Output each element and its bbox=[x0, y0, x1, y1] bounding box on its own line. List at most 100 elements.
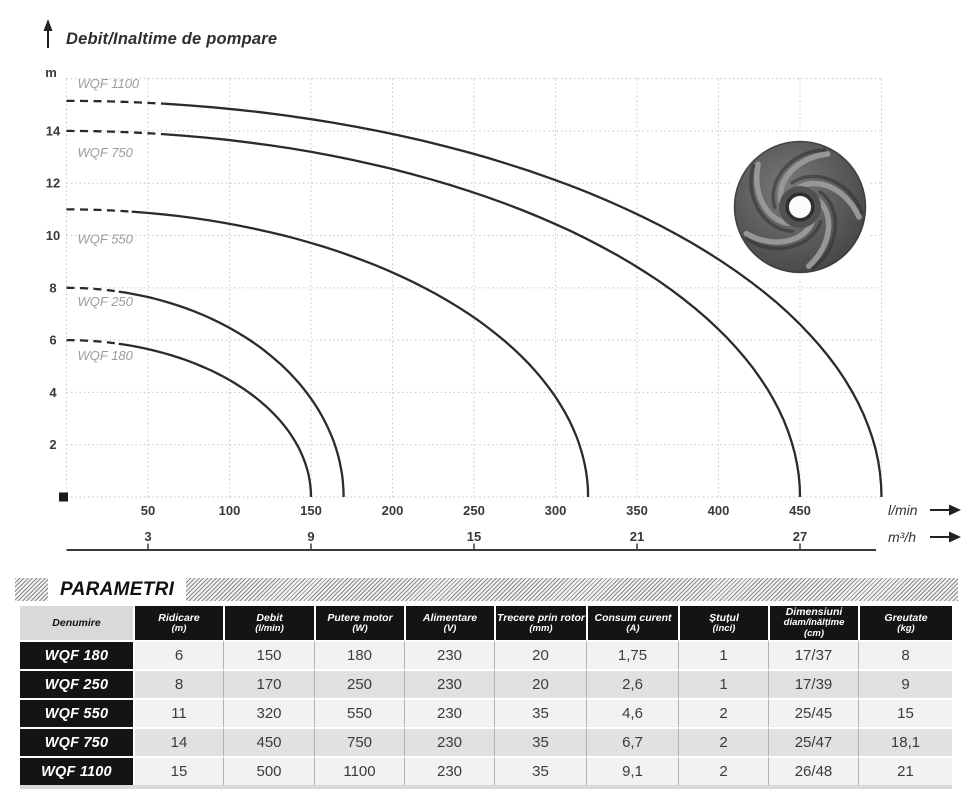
pump-curve-wqf-1100 bbox=[164, 102, 883, 498]
cell-wqf-250-consum-curent: 2,6 bbox=[586, 669, 678, 698]
cell-wqf-750-consum-curent: 6,7 bbox=[586, 727, 678, 756]
cell-wqf-750-dimensiuni: 25/47 bbox=[768, 727, 858, 756]
cell-wqf-1100-alimentare: 230 bbox=[404, 756, 494, 785]
x-tick-label-lmin: 100 bbox=[219, 503, 241, 518]
header-text: Denumire bbox=[52, 616, 101, 629]
header-cell-alimentare: Alimentare (V) bbox=[404, 606, 494, 640]
header-text: (A) bbox=[626, 622, 640, 634]
x-tick-label-lmin: 50 bbox=[141, 503, 155, 518]
y-tick-label: 14 bbox=[46, 123, 61, 138]
x-tick-label-m3h: 15 bbox=[467, 529, 481, 544]
cell-wqf-180-putere-motor: 180 bbox=[314, 640, 404, 669]
cell-wqf-180-alimentare: 230 bbox=[404, 640, 494, 669]
x-tick-label-m3h: 9 bbox=[307, 529, 314, 544]
pump-curve-wqf-550 bbox=[131, 210, 590, 498]
cell-wqf-550-putere-motor: 550 bbox=[314, 698, 404, 727]
cell-wqf-180-ștuțul: 1 bbox=[678, 640, 768, 669]
x-axis-arrow-head-icon bbox=[949, 504, 961, 516]
x-tick-label-lmin: 450 bbox=[789, 503, 811, 518]
x-tick-label-lmin: 400 bbox=[708, 503, 730, 518]
curve-label-wqf-1100: WQF 1100 bbox=[78, 76, 140, 91]
impeller-vane bbox=[749, 161, 795, 233]
row-name-wqf-750: WQF 750 bbox=[20, 727, 133, 756]
header-text: (V) bbox=[443, 622, 457, 634]
cell-wqf-180-greutate: 8 bbox=[858, 640, 952, 669]
header-text: Consum curent bbox=[594, 611, 672, 624]
cell-wqf-180-debit: 150 bbox=[223, 640, 314, 669]
header-cell-putere-motor: Putere motor (W) bbox=[314, 606, 404, 640]
cell-wqf-180-ridicare: 6 bbox=[133, 640, 223, 669]
header-cell-greutate: Greutate (kg) bbox=[858, 606, 952, 640]
cell-wqf-1100-consum-curent: 9,1 bbox=[586, 756, 678, 785]
impeller-photo bbox=[726, 133, 874, 281]
pump-curve-dashed-wqf-1100 bbox=[66, 99, 165, 105]
x-tick-label-m3h: 3 bbox=[144, 529, 151, 544]
cell-wqf-750-putere-motor: 750 bbox=[314, 727, 404, 756]
y-tick-label: 12 bbox=[46, 176, 60, 191]
header-text: Dimensiuni bbox=[785, 606, 843, 619]
cell-wqf-550-ștuțul: 2 bbox=[678, 698, 768, 727]
header-text: Greutate bbox=[884, 611, 928, 624]
cell-wqf-750-debit: 450 bbox=[223, 727, 314, 756]
parametri-section-header: PARAMETRI bbox=[15, 578, 958, 601]
cell-wqf-1100-greutate: 21 bbox=[858, 756, 952, 785]
cell-wqf-180-consum-curent: 1,75 bbox=[586, 640, 678, 669]
pump-curve-dashed-wqf-250 bbox=[66, 286, 119, 293]
x-tick-label-m3h: 21 bbox=[630, 529, 644, 544]
header-text: (m) bbox=[171, 622, 187, 634]
impeller-vane bbox=[771, 148, 831, 209]
impeller-vane bbox=[743, 217, 823, 251]
curve-label-wqf-750: WQF 750 bbox=[78, 145, 134, 160]
row-name-wqf-250: WQF 250 bbox=[20, 669, 133, 698]
cell-wqf-550-alimentare: 230 bbox=[404, 698, 494, 727]
x-tick-label-m3h: 27 bbox=[793, 529, 807, 544]
x-tick-label-lmin: 150 bbox=[300, 503, 322, 518]
chart-title: Debit/Inaltime de pompare bbox=[66, 30, 278, 48]
cell-wqf-550-trecere-prin-rotor: 35 bbox=[494, 698, 586, 727]
header-cell-ștuțul: Ștuțul (inci) bbox=[678, 606, 768, 640]
y-tick-label: 6 bbox=[49, 333, 56, 348]
header-cell-consum-curent: Consum curent (A) bbox=[586, 606, 678, 640]
header-text: Alimentare bbox=[422, 611, 478, 624]
cell-wqf-180-trecere-prin-rotor: 20 bbox=[494, 640, 586, 669]
cell-wqf-250-debit: 170 bbox=[223, 669, 314, 698]
cell-wqf-180-dimensiuni: 17/37 bbox=[768, 640, 858, 669]
pump-curve-dashed-wqf-750 bbox=[66, 129, 162, 136]
x-axis-unit-m3h: m³/h bbox=[888, 529, 916, 545]
header-text: (mm) bbox=[529, 622, 553, 634]
header-cell-dimensiuni: Dimensiuni diam/înălțime (cm) bbox=[768, 606, 858, 640]
cell-wqf-250-alimentare: 230 bbox=[404, 669, 494, 698]
parametri-title: PARAMETRI bbox=[60, 578, 175, 600]
curve-label-wqf-550: WQF 550 bbox=[78, 231, 134, 246]
header-text: diam/înălțime bbox=[783, 617, 845, 629]
cell-wqf-250-putere-motor: 250 bbox=[314, 669, 404, 698]
impeller-vane bbox=[790, 174, 864, 220]
pump-curve-dashed-wqf-180 bbox=[66, 338, 119, 345]
cell-wqf-750-alimentare: 230 bbox=[404, 727, 494, 756]
cell-wqf-250-ridicare: 8 bbox=[133, 669, 223, 698]
cell-wqf-750-ridicare: 14 bbox=[133, 727, 223, 756]
cell-wqf-550-consum-curent: 4,6 bbox=[586, 698, 678, 727]
y-tick-label: 8 bbox=[49, 280, 56, 295]
header-text: Ștuțul bbox=[709, 611, 739, 624]
header-text: (W) bbox=[352, 622, 368, 634]
cell-wqf-250-greutate: 9 bbox=[858, 669, 952, 698]
row-name-wqf-1100: WQF 1100 bbox=[20, 756, 133, 785]
header-text: (cm) bbox=[803, 628, 825, 640]
pump-curve-wqf-250 bbox=[118, 290, 345, 498]
hatch-decoration-right-icon bbox=[186, 578, 958, 601]
y-tick-label: 4 bbox=[49, 385, 57, 400]
cell-wqf-250-ștuțul: 1 bbox=[678, 669, 768, 698]
impeller-vane bbox=[805, 190, 838, 270]
x-axis-arrow2-head-icon bbox=[949, 531, 961, 543]
cell-wqf-1100-trecere-prin-rotor: 35 bbox=[494, 756, 586, 785]
cell-wqf-1100-ridicare: 15 bbox=[133, 756, 223, 785]
y-tick-label: 10 bbox=[46, 228, 60, 243]
pump-curve-wqf-180 bbox=[118, 342, 313, 498]
cell-wqf-550-greutate: 15 bbox=[858, 698, 952, 727]
cell-wqf-550-ridicare: 11 bbox=[133, 698, 223, 727]
header-text: Ridicare bbox=[158, 611, 200, 624]
header-cell-trecere-prin-rotor: Trecere prin rotor (mm) bbox=[494, 606, 586, 640]
x-axis-unit-lmin: l/min bbox=[888, 502, 918, 518]
